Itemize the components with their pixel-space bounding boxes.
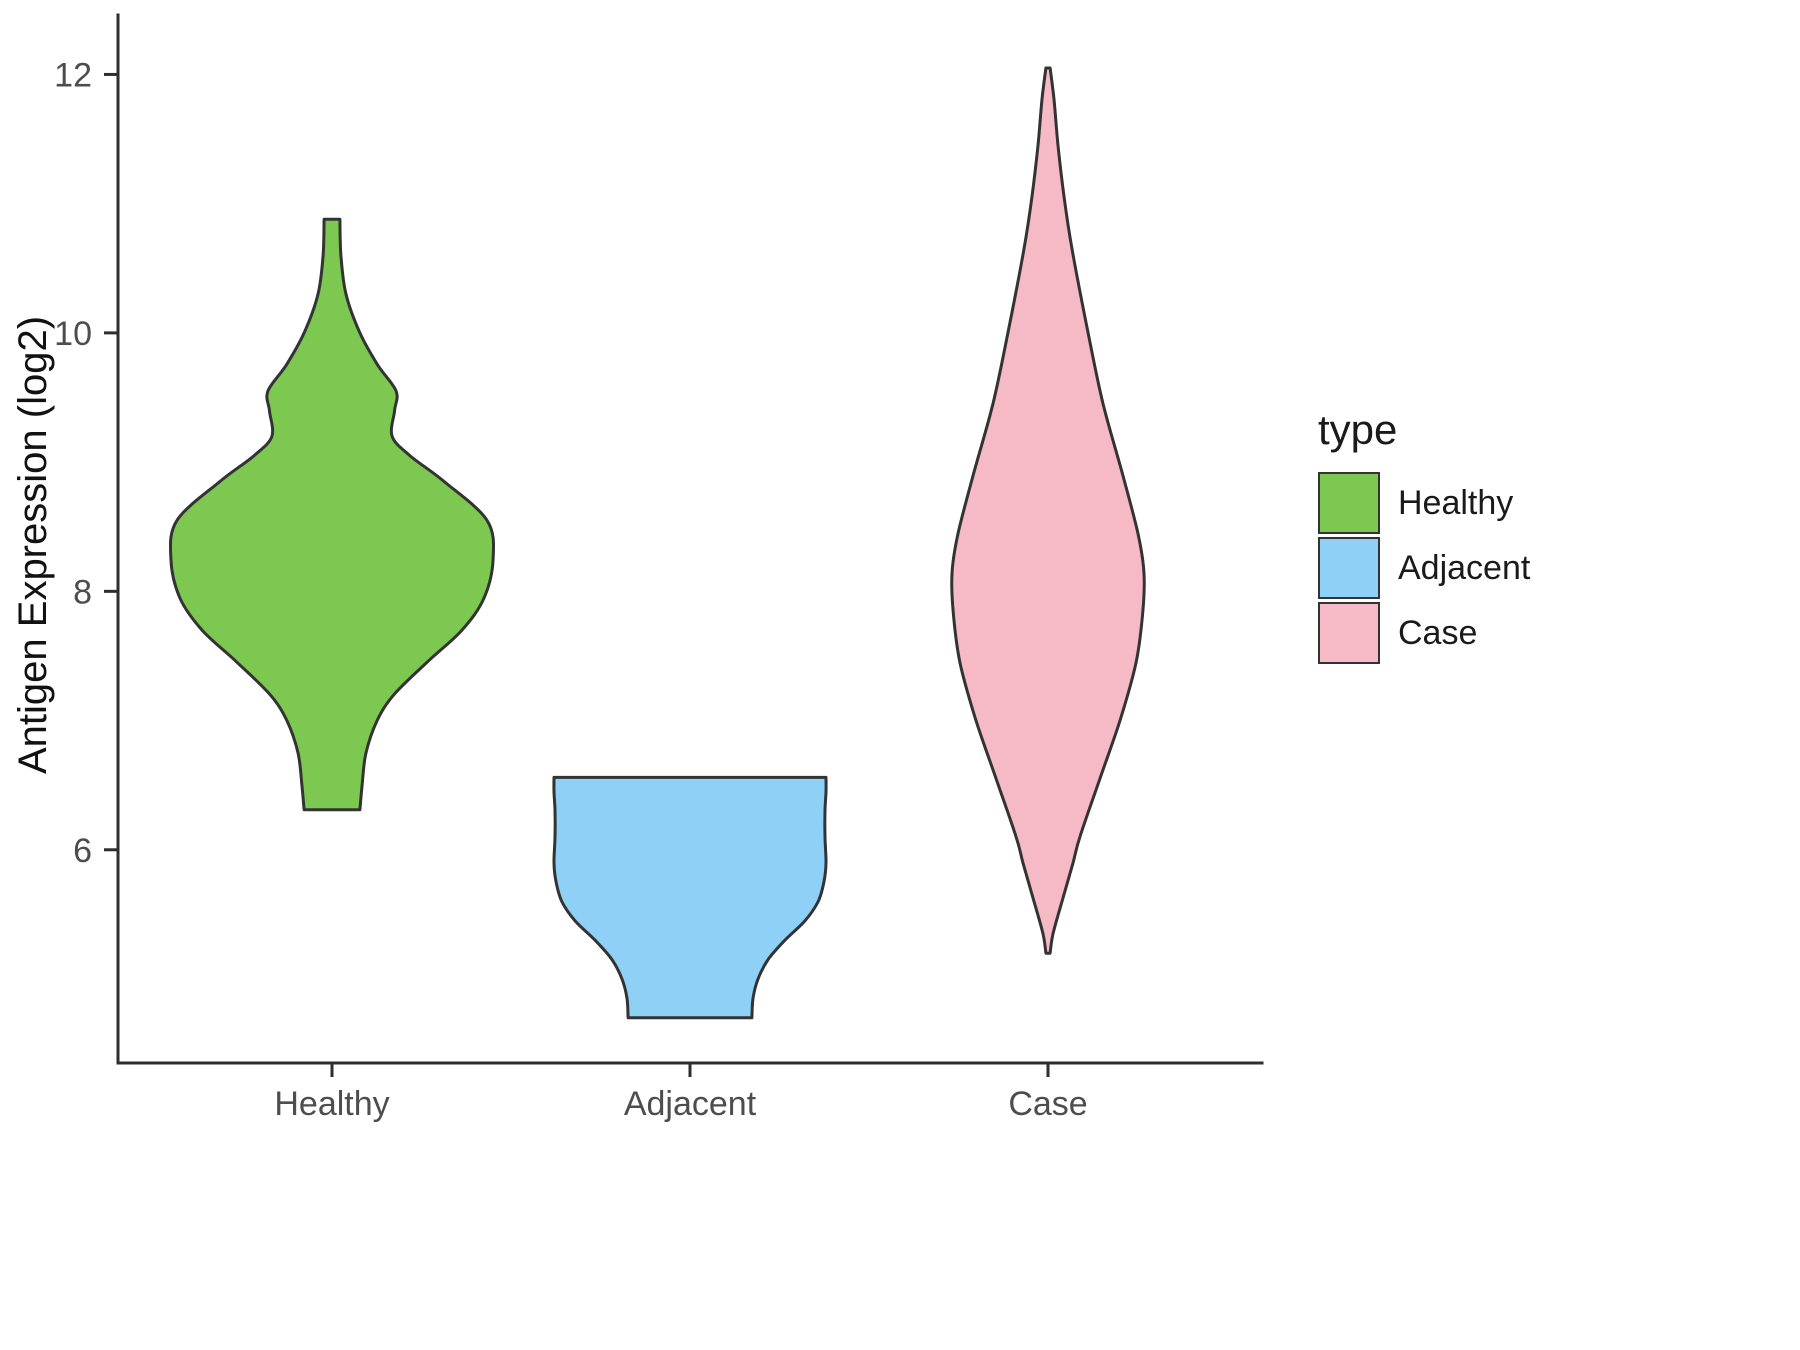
y-tick-label: 10 (54, 315, 92, 353)
violin-case (950, 66, 1146, 955)
legend-swatch-case-icon (1318, 602, 1380, 664)
legend-label-case: Case (1398, 613, 1478, 652)
x-tick-label: Case (1008, 1085, 1087, 1123)
violin-healthy (168, 217, 496, 812)
legend-label-adjacent: Adjacent (1398, 548, 1531, 587)
violin-adjacent (552, 775, 828, 1020)
legend-label-healthy: Healthy (1398, 483, 1514, 522)
legend-title: type (1318, 406, 1398, 453)
legend-item-healthy: Healthy (1318, 472, 1530, 534)
x-tick-label: Healthy (274, 1085, 389, 1123)
y-tick-label: 6 (73, 832, 92, 870)
x-tick-label: Adjacent (624, 1085, 757, 1123)
legend-item-case: Case (1318, 602, 1530, 664)
legend-swatch-healthy-icon (1318, 472, 1380, 534)
legend: type Healthy Adjacent Case (1318, 406, 1530, 667)
y-tick-label: 8 (73, 573, 92, 611)
legend-swatch-adjacent-icon (1318, 537, 1380, 599)
y-tick-label: 12 (54, 56, 92, 94)
y-axis-title: Antigen Expression (log2) (11, 316, 55, 774)
legend-item-adjacent: Adjacent (1318, 537, 1530, 599)
